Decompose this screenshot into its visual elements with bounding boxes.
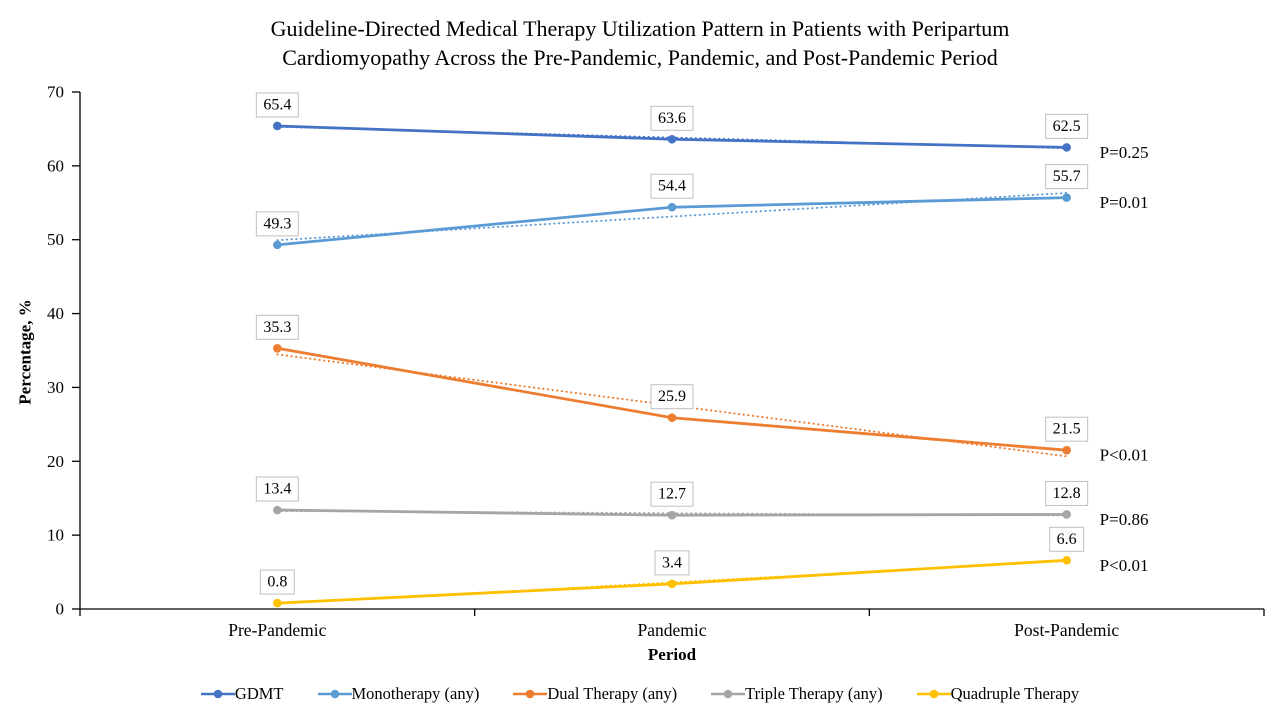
y-tick-label: 60 bbox=[47, 156, 64, 175]
y-tick-label: 70 bbox=[47, 83, 64, 102]
data-label-box bbox=[255, 476, 299, 502]
data-label: 25.9 bbox=[658, 388, 686, 405]
y-tick-label: 10 bbox=[47, 526, 64, 545]
legend-marker-icon bbox=[711, 689, 746, 699]
legend-item-dual-therapy-any: Dual Therapy (any) bbox=[513, 684, 677, 704]
chart-title-line2: Cardiomyopathy Across the Pre-Pandemic, … bbox=[282, 45, 998, 70]
data-label: 12.8 bbox=[1053, 485, 1081, 502]
data-point-dual-therapy-any bbox=[273, 343, 282, 353]
data-point-dual-therapy-any bbox=[667, 413, 677, 423]
legend-item-monotherapy-any: Monotherapy (any) bbox=[317, 684, 480, 704]
data-label: 13.4 bbox=[263, 481, 291, 498]
data-point-triple-therapy-any bbox=[273, 505, 282, 515]
legend-item-triple-therapy-any: Triple Therapy (any) bbox=[711, 684, 883, 704]
data-label: 54.4 bbox=[658, 178, 686, 195]
y-tick-label: 30 bbox=[47, 378, 64, 397]
data-point-gdmt bbox=[273, 121, 282, 131]
legend-marker-icon bbox=[317, 689, 352, 699]
data-label: 6.6 bbox=[1057, 531, 1077, 548]
chart-title: Guideline-Directed Medical Therapy Utili… bbox=[0, 14, 1280, 72]
data-label: 12.7 bbox=[658, 486, 686, 503]
data-label-box bbox=[1049, 526, 1085, 552]
y-tick-label: 50 bbox=[47, 230, 64, 249]
data-label-box bbox=[650, 384, 694, 410]
data-label-box bbox=[255, 92, 299, 118]
legend-marker-icon bbox=[513, 689, 548, 699]
data-label: 62.5 bbox=[1053, 118, 1081, 135]
data-label-box bbox=[654, 550, 690, 576]
x-category-label: Post-Pandemic bbox=[1014, 620, 1119, 640]
data-point-quadruple-therapy bbox=[273, 598, 282, 608]
data-label-box bbox=[650, 173, 694, 199]
x-category-label: Pandemic bbox=[637, 620, 706, 640]
data-label: 63.6 bbox=[658, 110, 686, 127]
data-point-monotherapy-any bbox=[1062, 193, 1071, 202]
data-label: 3.4 bbox=[662, 554, 682, 571]
data-label-box bbox=[1045, 113, 1089, 139]
data-label-box bbox=[1045, 416, 1089, 442]
legend-label: Quadruple Therapy bbox=[950, 684, 1080, 703]
p-value-label-dual-therapy-any: P<0.01 bbox=[1100, 446, 1149, 465]
legend-label: Triple Therapy (any) bbox=[745, 684, 883, 703]
data-label-box bbox=[1045, 480, 1089, 506]
legend-marker-icon bbox=[916, 689, 951, 699]
data-label-box bbox=[255, 314, 299, 340]
y-tick-label: 0 bbox=[56, 600, 65, 619]
p-value-label-gdmt: P=0.25 bbox=[1100, 143, 1149, 162]
legend-label: GDMT bbox=[234, 684, 284, 703]
y-tick-label: 20 bbox=[47, 452, 64, 471]
y-axis-title: Percentage, % bbox=[15, 299, 35, 405]
data-label-box bbox=[255, 211, 299, 237]
data-label: 0.8 bbox=[267, 574, 287, 591]
data-point-quadruple-therapy bbox=[1062, 555, 1071, 565]
data-label-box bbox=[1045, 164, 1089, 190]
legend-label: Monotherapy (any) bbox=[351, 684, 480, 703]
data-point-gdmt bbox=[667, 134, 677, 144]
data-point-dual-therapy-any bbox=[1062, 445, 1071, 455]
data-label: 49.3 bbox=[263, 215, 291, 232]
legend-marker-icon bbox=[200, 689, 235, 699]
p-value-label-quadruple-therapy: P<0.01 bbox=[1100, 556, 1149, 575]
data-point-quadruple-therapy bbox=[667, 579, 677, 589]
legend-item-gdmt: GDMT bbox=[200, 684, 284, 704]
data-label-box bbox=[650, 105, 694, 131]
data-label: 35.3 bbox=[263, 319, 291, 336]
p-value-label-monotherapy-any: P=0.01 bbox=[1100, 193, 1149, 212]
data-point-gdmt bbox=[1062, 143, 1071, 152]
data-label: 55.7 bbox=[1053, 168, 1081, 185]
legend-item-quadruple-therapy: Quadruple Therapy bbox=[916, 684, 1080, 704]
data-label-box bbox=[650, 481, 694, 507]
data-point-monotherapy-any bbox=[273, 240, 282, 250]
p-value-label-triple-therapy-any: P=0.86 bbox=[1100, 510, 1149, 529]
legend-label: Dual Therapy (any) bbox=[547, 684, 678, 703]
data-label-box bbox=[259, 569, 295, 595]
y-tick-label: 40 bbox=[47, 304, 64, 323]
chart-title-line1: Guideline-Directed Medical Therapy Utili… bbox=[270, 16, 1010, 41]
x-axis-title: Period bbox=[647, 645, 697, 664]
data-point-triple-therapy-any bbox=[667, 510, 677, 520]
data-label: 21.5 bbox=[1053, 421, 1081, 438]
data-label: 65.4 bbox=[263, 96, 291, 113]
data-point-triple-therapy-any bbox=[1062, 510, 1071, 519]
x-category-label: Pre-Pandemic bbox=[228, 620, 326, 640]
legend: GDMT Monotherapy (any) Dual Therapy (any) T… bbox=[0, 684, 1280, 704]
data-point-monotherapy-any bbox=[667, 202, 677, 212]
